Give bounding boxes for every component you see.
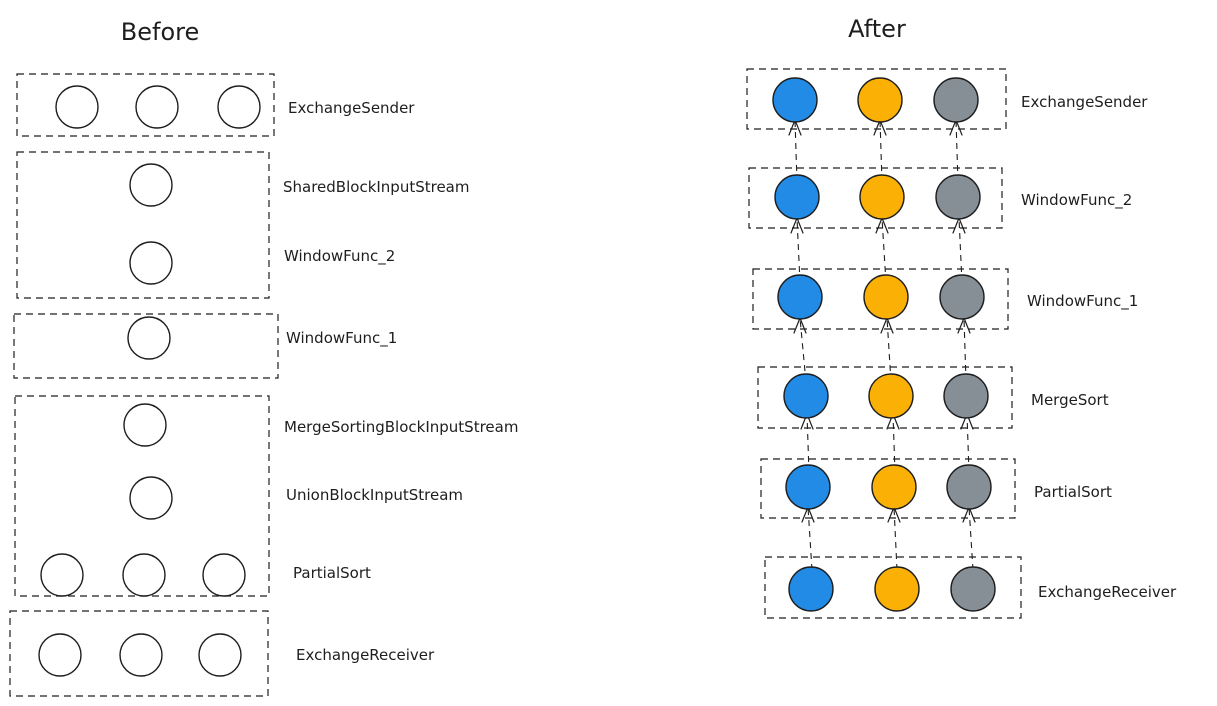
after-partial-sort-node-blue [785,464,831,510]
before-exchange-receiver-box [9,610,269,697]
after-exchange-receiver-box [764,556,1022,619]
before-exchange-receiver-node-2 [119,633,163,677]
before-window-func-2-label: WindowFunc_2 [284,247,395,266]
after-exchange-sender-node-gray [933,77,979,123]
before-window-func-1-node [127,316,171,360]
after-merge-sort-label: MergeSort [1031,391,1109,409]
after-window-func-2-node-gray [935,174,981,220]
before-partial-sort-node-1 [40,553,84,597]
after-exchange-receiver-node-blue [788,566,834,612]
after-title: After [848,15,906,43]
after-window-func-1-node-blue [777,274,823,320]
after-partial-sort-node-gray [946,464,992,510]
before-union-block-node [129,476,173,520]
before-shared-block-box [16,151,270,299]
after-edge-gray-2 [966,413,970,474]
after-window-func-1-node-gray [939,274,985,320]
after-partial-sort-label: PartialSort [1034,483,1112,501]
before-union-block-label: UnionBlockInputStream [286,486,463,504]
after-window-func-2-box [748,167,1003,229]
after-exchange-receiver-node-yellow [874,566,920,612]
after-edge-blue-2 [806,413,810,474]
before-merge-sorting-label: MergeSortingBlockInputStream [284,418,518,436]
after-edge-yellow-2 [892,413,896,474]
after-connectors [794,119,974,571]
before-merge-sorting-node [123,403,167,447]
before-exchange-receiver-node-1 [38,633,82,677]
after-window-func-2-node-blue [774,174,820,220]
before-window-func-1-box [13,313,279,379]
after-exchange-sender-node-blue [772,77,818,123]
before-title: Before [121,18,199,46]
after-exchange-receiver-node-gray [950,566,996,612]
before-exchange-sender-label: ExchangeSender [288,99,415,117]
after-window-func-2-label: WindowFunc_2 [1021,191,1132,210]
before-shared-block-label: SharedBlockInputStream [283,178,470,196]
after-arrowhead-blue-3 [793,317,807,334]
before-exchange-sender-box [16,73,275,137]
before-exchange-receiver-node-3 [198,633,242,677]
before-exchange-sender-node-3 [217,85,261,129]
after-merge-sort-node-yellow [868,373,914,419]
after-edge-gray-3 [963,317,967,383]
after-merge-sort-box [757,366,1013,429]
before-exchange-sender-node-2 [135,85,179,129]
after-window-func-2-node-yellow [859,174,905,220]
after-exchange-sender-box [746,68,1007,130]
after-exchange-sender-node-yellow [857,77,903,123]
before-exchange-receiver-label: ExchangeReceiver [296,646,435,664]
after-partial-sort-box [760,458,1016,519]
after-merge-sort-node-blue [783,373,829,419]
before-exchange-sender-node-1 [55,85,99,129]
after-edge-blue-3 [799,317,807,383]
before-window-func-2-node [129,241,173,285]
before-partial-sort-node-2 [122,553,166,597]
after-window-func-1-box [752,268,1009,330]
after-window-func-1-label: WindowFunc_1 [1027,292,1138,311]
after-edge-gray-5 [955,119,959,183]
after-window-func-1-node-yellow [863,274,909,320]
after-edge-yellow-1 [893,506,898,571]
after-exchange-sender-label: ExchangeSender [1021,93,1148,111]
after-partial-sort-node-yellow [871,464,917,510]
before-partial-sort-label: PartialSort [293,564,371,582]
before-partial-sort-node-3 [202,553,246,597]
before-shared-block-node [129,163,173,207]
after-exchange-receiver-label: ExchangeReceiver [1038,583,1177,601]
after-merge-sort-node-gray [943,373,989,419]
before-window-func-1-label: WindowFunc_1 [286,329,397,348]
